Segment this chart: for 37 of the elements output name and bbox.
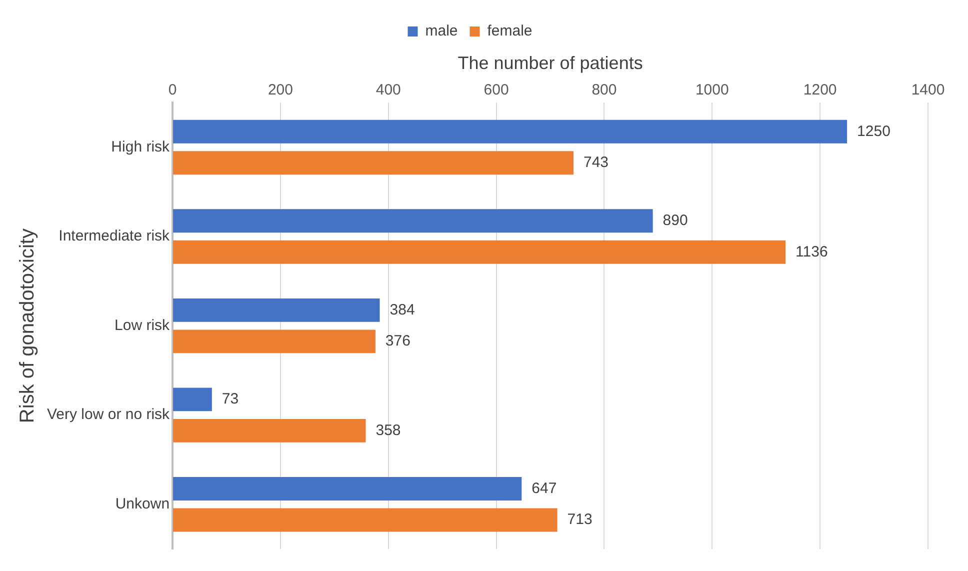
bar xyxy=(173,418,366,442)
x-tick-label: 1400 xyxy=(911,82,945,99)
x-axis-title: The number of patients xyxy=(458,52,643,73)
bar xyxy=(173,477,522,500)
bar xyxy=(173,209,653,233)
data-label: 376 xyxy=(385,332,410,350)
x-tick-label: 200 xyxy=(268,82,293,99)
y-tick-label: Low risk xyxy=(114,316,170,334)
bar xyxy=(173,240,786,264)
x-tick-label: 1200 xyxy=(803,82,837,99)
data-label: 1250 xyxy=(857,122,890,140)
y-tick-label: Intermediate risk xyxy=(58,228,170,245)
y-tick-label: High risk xyxy=(111,138,170,156)
data-label: 713 xyxy=(567,511,592,528)
data-label: 1136 xyxy=(796,243,828,260)
data-label: 647 xyxy=(532,480,557,497)
bar xyxy=(173,120,848,144)
x-tick-label: 0 xyxy=(168,82,177,99)
y-tick-label: Very low or no risk xyxy=(46,406,170,424)
data-label: 384 xyxy=(390,301,415,318)
bar xyxy=(173,508,558,532)
x-tick-label: 400 xyxy=(376,82,401,99)
bar xyxy=(173,388,212,412)
data-label: 358 xyxy=(376,422,401,439)
bar xyxy=(173,151,574,175)
x-tick-label: 1000 xyxy=(695,82,729,99)
legend-label: male xyxy=(425,22,458,40)
x-tick-label: 800 xyxy=(592,82,617,99)
bar xyxy=(173,330,376,354)
x-tick-label: 600 xyxy=(484,82,509,99)
y-tick-label: Unkown xyxy=(115,496,170,512)
data-label: 73 xyxy=(222,390,239,408)
data-label: 890 xyxy=(662,212,688,230)
legend-label: female xyxy=(487,22,532,40)
y-axis-title: Risk of gonadotoxicity xyxy=(16,228,39,424)
data-label: 743 xyxy=(583,154,609,172)
bar xyxy=(173,298,380,322)
